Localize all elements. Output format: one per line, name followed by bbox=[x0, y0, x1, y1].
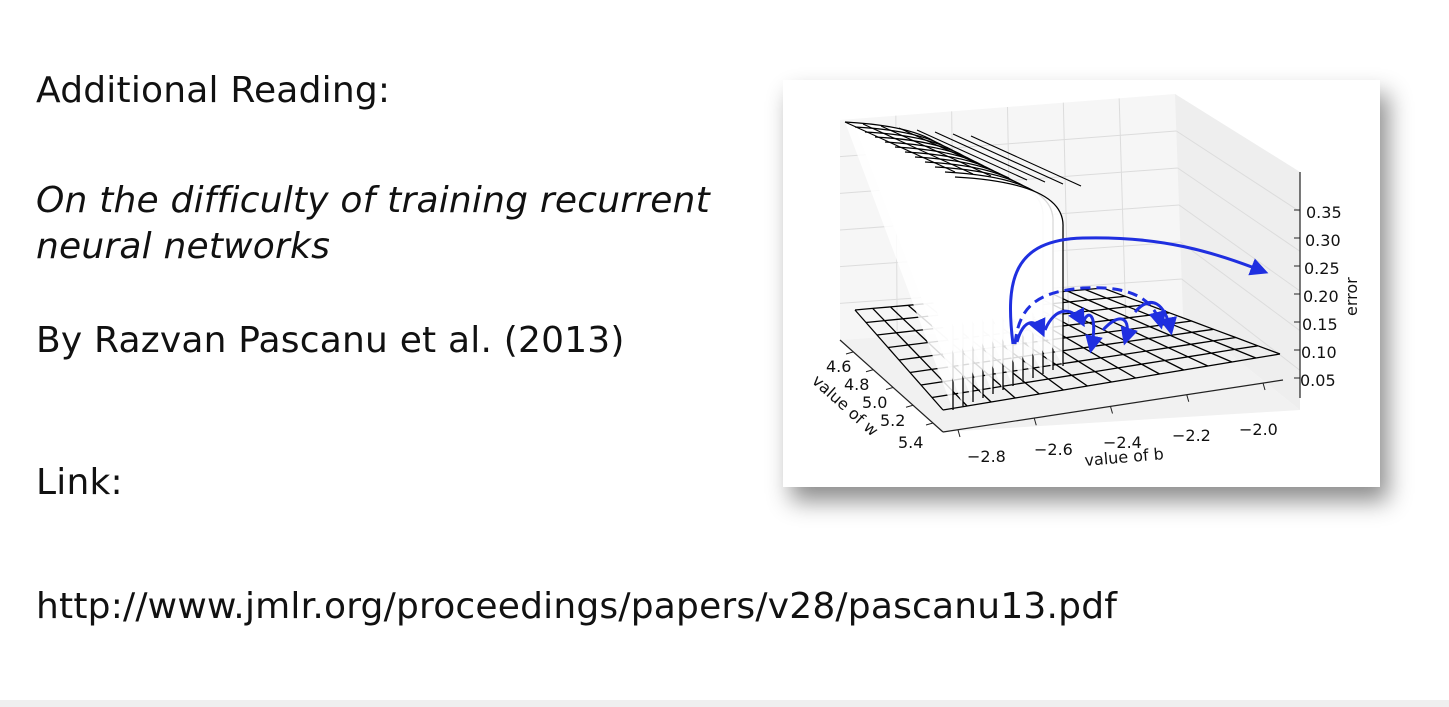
trajectory-hop bbox=[1101, 317, 1138, 346]
paper-authors: By Razvan Pascanu et al. (2013) bbox=[36, 320, 625, 361]
y-axis-line bbox=[839, 339, 944, 433]
cliff-grid-line bbox=[898, 127, 1010, 179]
y-tick-mark bbox=[885, 387, 894, 390]
y-tick-mark bbox=[905, 404, 914, 408]
z-tick-label: 0.25 bbox=[1304, 259, 1340, 278]
z-tick-label: 0.10 bbox=[1301, 343, 1337, 362]
bottom-band bbox=[0, 700, 1449, 707]
gradient-trajectories bbox=[1009, 236, 1269, 354]
slide-heading: Additional Reading: bbox=[36, 70, 391, 111]
cliff-grid-line bbox=[916, 129, 1028, 181]
x-tick-label: −2.6 bbox=[1034, 440, 1073, 459]
cliff-grid-line bbox=[934, 131, 1046, 183]
pane-grid-line bbox=[1180, 241, 1301, 332]
x-tick-mark bbox=[1033, 418, 1037, 426]
y-tick-mark bbox=[865, 369, 874, 373]
x-tick-mark bbox=[1110, 406, 1113, 414]
pane-grid-line bbox=[1177, 167, 1301, 252]
trajectory-hop bbox=[1133, 301, 1177, 336]
y-tick-mark bbox=[925, 422, 934, 426]
x-tick-label: −2.2 bbox=[1172, 426, 1211, 445]
cliff-grid-line bbox=[880, 125, 992, 177]
z-axis-label: error bbox=[1342, 277, 1361, 316]
pane-right bbox=[1175, 94, 1300, 410]
pane-grid-line bbox=[1178, 204, 1301, 292]
z-tick-label: 0.15 bbox=[1302, 315, 1338, 334]
surface-grid-line bbox=[942, 353, 1281, 411]
x-tick-label: −2.4 bbox=[1103, 433, 1142, 452]
y-tick-label: 4.6 bbox=[826, 357, 851, 376]
trajectory-hop bbox=[1015, 317, 1046, 343]
x-axis-line bbox=[942, 379, 1284, 433]
y-tick-label: 5.2 bbox=[880, 411, 905, 430]
y-tick-label: 5.4 bbox=[898, 433, 923, 452]
axes bbox=[839, 172, 1301, 438]
trajectory-hop bbox=[1043, 307, 1085, 331]
z-tick-label: 0.35 bbox=[1306, 203, 1342, 222]
error-surface-figure: −2.8 −2.6 −2.4 −2.2 −2.0 value of b 4.6 … bbox=[783, 80, 1380, 487]
cliff-grid-line bbox=[952, 133, 1064, 185]
error-surface-plot: −2.8 −2.6 −2.4 −2.2 −2.0 value of b 4.6 … bbox=[808, 94, 1361, 470]
paper-link[interactable]: http://www.jmlr.org/proceedings/papers/v… bbox=[36, 586, 1118, 627]
y-tick-label: 5.0 bbox=[862, 393, 887, 412]
z-tick-label: 0.20 bbox=[1303, 287, 1339, 306]
pane-grid-line bbox=[1176, 130, 1301, 213]
cliff-grid-line bbox=[970, 135, 1082, 187]
z-tick-label: 0.30 bbox=[1305, 231, 1341, 250]
trajectory-large-step bbox=[1009, 236, 1269, 345]
cliff-grid-line bbox=[844, 121, 956, 173]
surface-grid-line bbox=[931, 345, 1258, 399]
x-tick-label: −2.0 bbox=[1239, 420, 1278, 439]
trajectory-hop bbox=[1081, 313, 1103, 354]
x-tick-mark bbox=[957, 429, 961, 438]
y-tick-label: 4.8 bbox=[844, 375, 869, 394]
link-label: Link: bbox=[36, 462, 123, 503]
pane-grid-line bbox=[1181, 278, 1301, 371]
cliff-grid-line bbox=[862, 123, 974, 175]
x-tick-mark bbox=[1262, 382, 1266, 391]
x-axis-label: value of b bbox=[1084, 444, 1165, 470]
paper-title: On the difficulty of training recurrent … bbox=[36, 180, 710, 267]
y-tick-mark bbox=[845, 351, 854, 355]
z-tick-label: 0.05 bbox=[1300, 371, 1336, 390]
x-tick-mark bbox=[1186, 394, 1190, 402]
error-surface-mesh bbox=[844, 121, 1281, 411]
x-tick-label: −2.8 bbox=[967, 447, 1006, 466]
